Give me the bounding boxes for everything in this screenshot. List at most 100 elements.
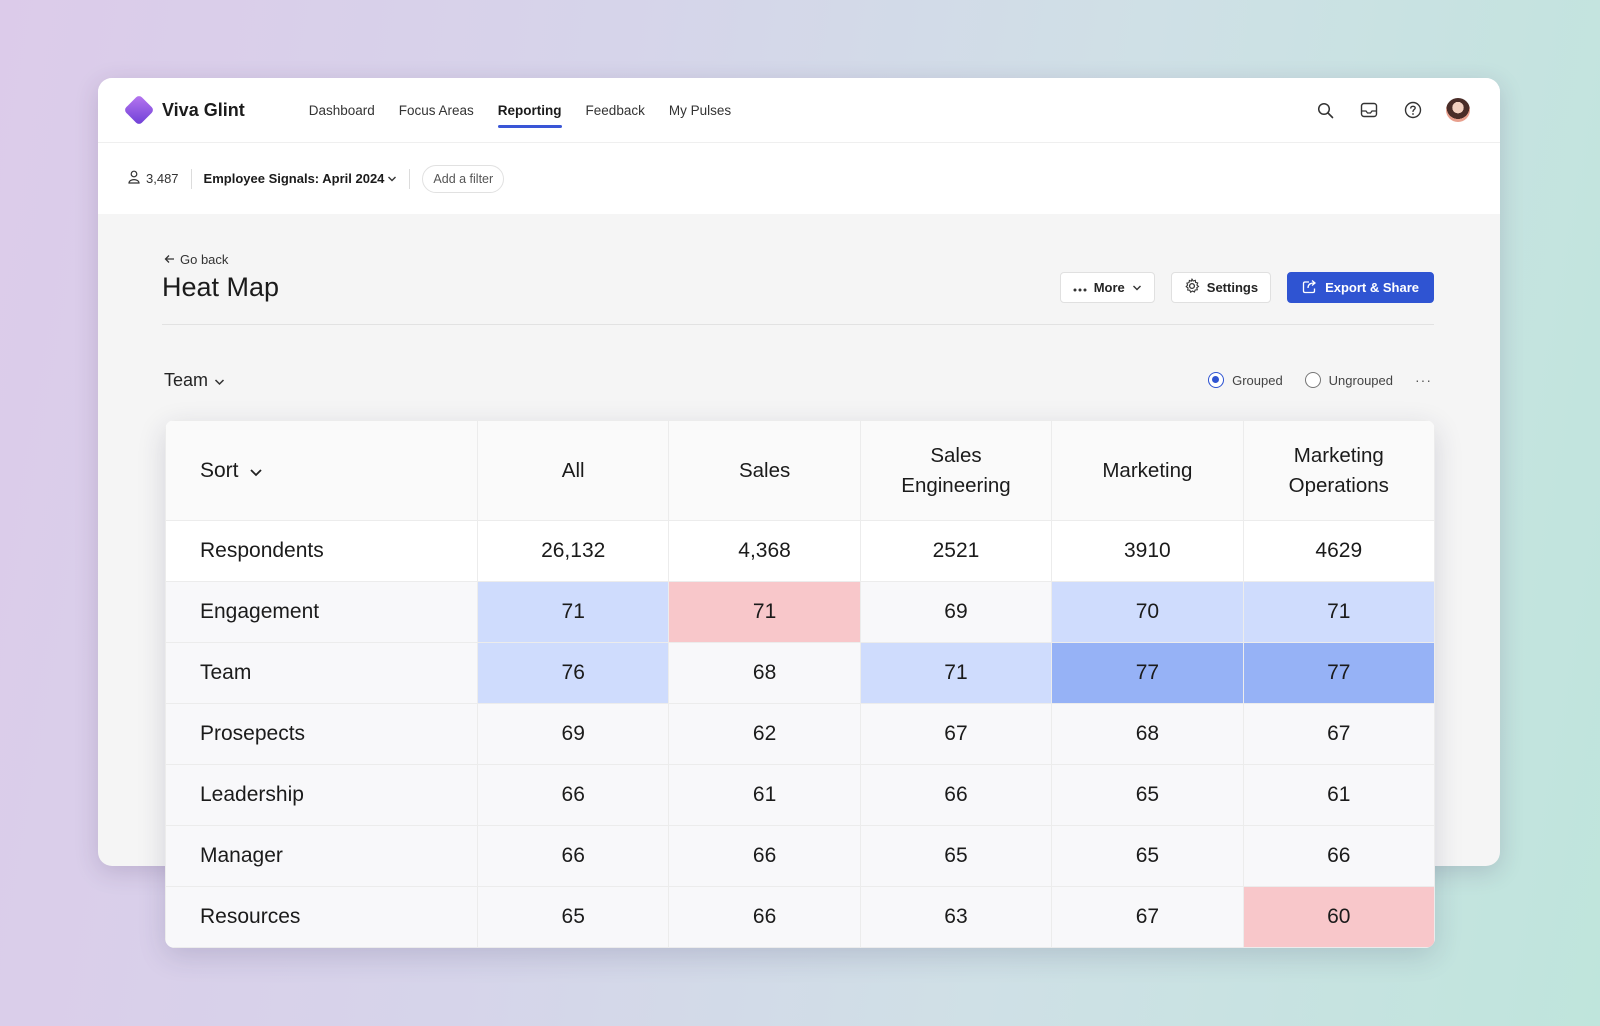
heat-map-table: Sort All Sales Sales Engineering Marketin… bbox=[165, 420, 1435, 948]
filter-bar: 3,487 Employee Signals: April 2024 Add a… bbox=[98, 142, 1500, 214]
heat-cell[interactable]: 66 bbox=[476, 825, 670, 887]
heat-cell[interactable]: 66 bbox=[668, 886, 861, 948]
grouped-radio[interactable]: Grouped bbox=[1208, 372, 1283, 388]
table-row: Resources 65 66 63 67 60 bbox=[165, 886, 1435, 948]
export-share-label: Export & Share bbox=[1325, 280, 1419, 295]
chevron-down-icon bbox=[387, 171, 397, 186]
column-header[interactable]: Sales bbox=[668, 420, 861, 521]
view-mode-options: Grouped Ungrouped ··· bbox=[1208, 372, 1432, 388]
gear-icon bbox=[1184, 277, 1200, 297]
page-actions: More Settings Export & Share bbox=[1059, 272, 1434, 303]
heat-cell[interactable]: 61 bbox=[668, 764, 861, 826]
column-header-label: Sales bbox=[738, 458, 791, 482]
table-row: Team 76 68 71 77 77 bbox=[165, 642, 1435, 704]
search-icon[interactable] bbox=[1314, 99, 1336, 121]
heat-cell[interactable]: 71 bbox=[859, 642, 1053, 704]
heat-cell[interactable]: 61 bbox=[1242, 764, 1435, 826]
heat-cell[interactable]: 66 bbox=[1242, 825, 1435, 887]
column-header-label: Marketing bbox=[1293, 443, 1384, 467]
heat-cell[interactable]: 65 bbox=[1051, 764, 1244, 826]
heat-cell[interactable]: 77 bbox=[1051, 642, 1244, 704]
nav-reporting[interactable]: Reporting bbox=[486, 78, 574, 142]
nav-feedback[interactable]: Feedback bbox=[585, 102, 645, 118]
heat-cell: 3910 bbox=[1051, 520, 1244, 582]
heat-map-body: Respondents 26,132 4,368 2521 3910 4629 Engage… bbox=[165, 520, 1435, 948]
heat-cell[interactable]: 67 bbox=[1242, 703, 1435, 765]
heat-cell[interactable]: 68 bbox=[1051, 703, 1244, 765]
chevron-down-icon bbox=[214, 370, 225, 391]
heat-cell: 2521 bbox=[859, 520, 1053, 582]
column-header[interactable]: Marketing Operations bbox=[1242, 420, 1435, 521]
arrow-left-icon bbox=[164, 252, 175, 267]
header-actions bbox=[1314, 78, 1470, 142]
heat-cell[interactable]: 65 bbox=[859, 825, 1053, 887]
radio-unselected-icon bbox=[1304, 372, 1321, 388]
chevron-down-icon bbox=[1132, 280, 1142, 295]
help-icon[interactable] bbox=[1402, 99, 1424, 121]
heat-cell: 26,132 bbox=[476, 520, 670, 582]
nav-my-pulses[interactable]: My Pulses bbox=[668, 102, 732, 118]
table-row: Leadership 66 61 66 65 61 bbox=[165, 764, 1435, 826]
user-avatar[interactable] bbox=[1446, 98, 1470, 122]
heat-cell[interactable]: 71 bbox=[476, 581, 670, 643]
heat-cell[interactable]: 70 bbox=[1051, 581, 1244, 643]
column-header-label: All bbox=[561, 458, 585, 482]
heat-cell[interactable]: 71 bbox=[668, 581, 861, 643]
group-by-label: Team bbox=[164, 370, 209, 390]
chevron-down-icon bbox=[249, 456, 263, 486]
nav-dashboard[interactable]: Dashboard bbox=[308, 102, 375, 118]
inbox-icon[interactable] bbox=[1358, 99, 1380, 121]
respondent-count-value: 3,487 bbox=[146, 171, 179, 186]
heat-cell[interactable]: 65 bbox=[1051, 825, 1244, 887]
column-header[interactable]: Sales Engineering bbox=[859, 420, 1053, 521]
add-filter-button[interactable]: Add a filter bbox=[422, 164, 505, 193]
heat-cell[interactable]: 69 bbox=[476, 703, 670, 765]
more-button[interactable]: More bbox=[1059, 272, 1155, 303]
settings-button[interactable]: Settings bbox=[1170, 272, 1272, 303]
heat-cell[interactable]: 68 bbox=[668, 642, 861, 704]
row-label: Team bbox=[165, 642, 478, 704]
heat-cell[interactable]: 67 bbox=[859, 703, 1053, 765]
radio-selected-icon bbox=[1208, 372, 1225, 388]
ungrouped-radio[interactable]: Ungrouped bbox=[1304, 372, 1393, 388]
heat-cell[interactable]: 60 bbox=[1242, 886, 1435, 948]
heat-cell[interactable]: 63 bbox=[859, 886, 1053, 948]
sort-header[interactable]: Sort bbox=[165, 420, 478, 521]
ungrouped-label: Ungrouped bbox=[1328, 372, 1393, 388]
heat-cell[interactable]: 66 bbox=[476, 764, 670, 826]
heat-cell[interactable]: 76 bbox=[476, 642, 670, 704]
survey-selector[interactable]: Employee Signals: April 2024 bbox=[204, 171, 398, 186]
group-by-selector[interactable]: Team bbox=[164, 370, 225, 391]
heat-cell[interactable]: 71 bbox=[1242, 581, 1435, 643]
column-header[interactable]: All bbox=[476, 420, 670, 521]
heat-cell: 4,368 bbox=[668, 520, 861, 582]
share-icon bbox=[1302, 279, 1318, 297]
divider bbox=[409, 168, 411, 189]
column-header-label: Marketing bbox=[1102, 458, 1193, 482]
top-navigation-bar: Viva Glint Dashboard Focus Areas Reporti… bbox=[98, 78, 1500, 142]
app-name: Viva Glint bbox=[162, 99, 245, 120]
nav-focus-areas[interactable]: Focus Areas bbox=[398, 102, 474, 118]
heat-cell[interactable]: 69 bbox=[859, 581, 1053, 643]
heat-cell[interactable]: 77 bbox=[1242, 642, 1435, 704]
divider bbox=[190, 168, 192, 189]
person-icon bbox=[128, 170, 140, 187]
heat-cell[interactable]: 62 bbox=[668, 703, 861, 765]
heat-cell[interactable]: 66 bbox=[668, 825, 861, 887]
heat-cell[interactable]: 65 bbox=[476, 886, 670, 948]
table-row: Engagement 71 71 69 70 71 bbox=[165, 581, 1435, 643]
settings-label: Settings bbox=[1206, 280, 1259, 295]
column-header[interactable]: Marketing bbox=[1051, 420, 1244, 521]
go-back-link[interactable]: Go back bbox=[164, 252, 228, 267]
table-row: Respondents 26,132 4,368 2521 3910 4629 bbox=[165, 520, 1435, 582]
more-options-icon[interactable]: ··· bbox=[1415, 372, 1432, 388]
export-share-button[interactable]: Export & Share bbox=[1287, 272, 1434, 303]
title-divider bbox=[162, 324, 1434, 325]
heat-cell[interactable]: 67 bbox=[1051, 886, 1244, 948]
main-nav: Dashboard Focus Areas Reporting Feedback… bbox=[297, 78, 743, 142]
row-label: Engagement bbox=[165, 581, 478, 643]
heat-cell[interactable]: 66 bbox=[859, 764, 1053, 826]
row-label: Prosepects bbox=[165, 703, 478, 765]
sort-dropdown[interactable]: Sort bbox=[200, 456, 477, 486]
brand[interactable]: Viva Glint bbox=[123, 94, 245, 126]
